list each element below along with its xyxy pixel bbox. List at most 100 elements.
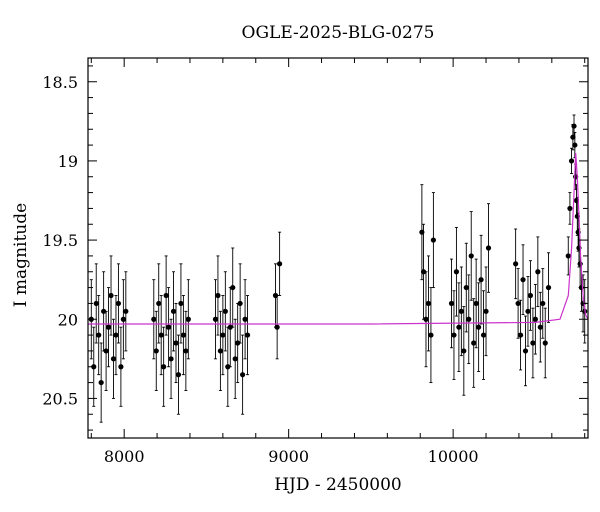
- x-tick-labels: 8000 9000 10000: [104, 447, 479, 466]
- y-tick-label: 20.5: [42, 389, 78, 408]
- data-point: [115, 300, 122, 307]
- y-axis-label: I magnitude: [11, 203, 31, 307]
- data-point: [98, 379, 104, 386]
- x-tick-label: 8000: [104, 447, 145, 466]
- data-point: [530, 340, 536, 346]
- model-curve: [88, 152, 589, 325]
- data-point: [577, 261, 583, 267]
- data-point: [463, 284, 469, 291]
- data-point: [240, 372, 246, 378]
- data-point: [277, 261, 283, 267]
- data-point: [180, 332, 186, 338]
- data-point: [168, 356, 174, 362]
- data-point: [225, 364, 231, 370]
- data-point: [163, 292, 169, 299]
- y-tick-label: 20: [58, 310, 78, 329]
- data-point: [458, 308, 464, 314]
- data-point: [217, 348, 224, 354]
- plot-frame: [87, 57, 589, 439]
- data-point: [215, 292, 221, 299]
- data-point: [542, 340, 548, 346]
- data-point: [220, 332, 226, 338]
- data-point: [513, 261, 519, 267]
- data-point: [570, 134, 576, 140]
- data-point: [175, 372, 182, 378]
- data-point: [242, 316, 248, 322]
- data-point: [178, 300, 184, 307]
- error-bars: [89, 114, 587, 423]
- data-point: [105, 324, 112, 330]
- data-point: [483, 308, 489, 314]
- data-point: [272, 292, 279, 299]
- data-point: [101, 308, 107, 314]
- data-point: [485, 245, 492, 251]
- data-point: [480, 332, 487, 338]
- data-point: [520, 277, 526, 283]
- data-point: [532, 316, 538, 322]
- data-point: [565, 253, 571, 259]
- data-point: [430, 237, 436, 243]
- data-point: [93, 300, 99, 307]
- data-point: [419, 229, 425, 235]
- data-point: [274, 324, 280, 330]
- data-point: [212, 316, 219, 322]
- data-point: [183, 348, 189, 354]
- data-point: [110, 356, 117, 362]
- data-point: [545, 284, 552, 291]
- data-point: [230, 284, 236, 291]
- data-point: [165, 324, 172, 330]
- x-axis-label: HJD - 2450000: [274, 475, 402, 495]
- y-tick-label: 19.5: [42, 231, 78, 250]
- chart-title: OGLE-2025-BLG-0275: [242, 23, 435, 43]
- data-point: [185, 316, 191, 322]
- data-point: [113, 332, 119, 338]
- data-point: [478, 277, 484, 283]
- data-point: [158, 332, 164, 338]
- data-point: [420, 269, 427, 275]
- data-point: [476, 324, 482, 330]
- y-tick-labels: 18.5 19 19.5 20 20.5: [42, 73, 78, 409]
- data-point: [222, 308, 228, 314]
- data-point: [227, 324, 233, 330]
- data-point: [91, 364, 97, 370]
- data-point: [235, 340, 241, 346]
- data-point: [537, 324, 543, 330]
- data-point: [456, 324, 462, 330]
- data-point: [468, 253, 474, 259]
- data-point: [237, 300, 243, 307]
- data-point: [120, 316, 126, 322]
- x-tick-label: 10000: [428, 447, 479, 466]
- data-point: [170, 308, 177, 314]
- data-point: [103, 348, 109, 354]
- data-point: [451, 332, 457, 338]
- data-point: [153, 348, 159, 354]
- data-point: [515, 300, 521, 307]
- y-tick-label: 19: [58, 152, 78, 171]
- data-point: [473, 300, 479, 307]
- data-point: [173, 340, 179, 346]
- data-point: [123, 308, 129, 314]
- data-point: [118, 364, 124, 370]
- data-point: [461, 348, 467, 354]
- data-point: [96, 332, 102, 338]
- data-point: [568, 158, 575, 164]
- data-point: [448, 300, 455, 307]
- data-point: [244, 332, 251, 338]
- data-point: [540, 300, 546, 307]
- data-point: [527, 292, 534, 299]
- data-point: [567, 205, 573, 212]
- data-point: [525, 308, 531, 314]
- data-point: [571, 123, 577, 129]
- axis-ticks: [88, 58, 588, 438]
- data-point: [522, 348, 529, 354]
- x-tick-label: 9000: [268, 447, 309, 466]
- data-point: [151, 316, 157, 322]
- data-point: [108, 292, 114, 299]
- data-point: [156, 300, 162, 307]
- data-point: [423, 316, 429, 322]
- data-point: [535, 269, 541, 275]
- data-point: [471, 340, 477, 346]
- data-point: [517, 332, 524, 338]
- data-point: [425, 300, 432, 307]
